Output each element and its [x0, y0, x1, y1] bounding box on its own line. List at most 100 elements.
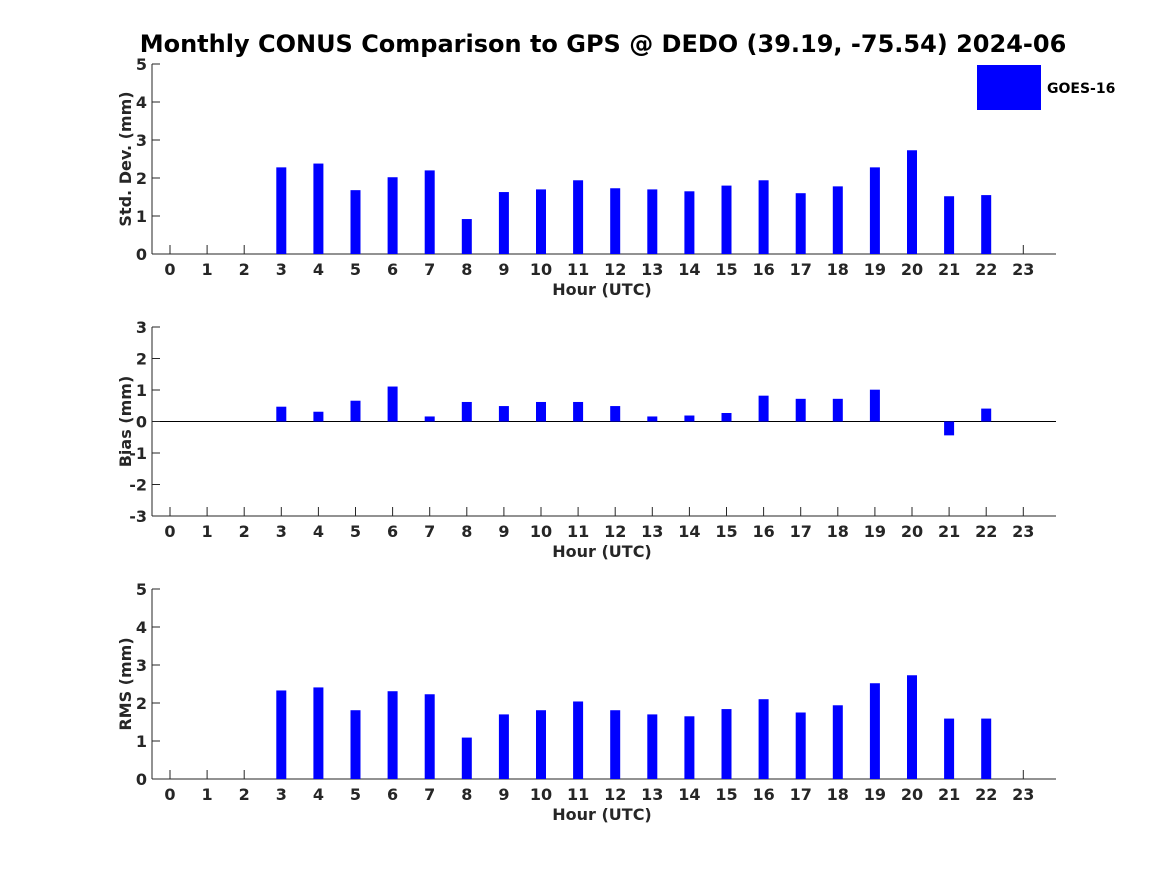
y-tick-label: 0 [136, 245, 147, 264]
x-tick-label: 7 [424, 260, 435, 279]
x-tick-label: 9 [498, 260, 509, 279]
x-tick-label: 6 [387, 260, 398, 279]
y-tick-label: 0 [136, 770, 147, 789]
x-axis-label: Hour (UTC) [552, 542, 652, 561]
y-tick-label: -3 [129, 507, 147, 526]
y-axis-label: Std. Dev. (mm) [116, 91, 135, 226]
x-tick-label: 14 [678, 522, 700, 541]
legend: GOES-16 [977, 65, 1115, 110]
x-tick-label: 4 [313, 522, 324, 541]
bar-hour-9 [498, 192, 509, 254]
y-tick-label: 3 [136, 656, 147, 675]
bar-hour-6 [387, 386, 398, 422]
bar-hour-4 [313, 687, 324, 779]
bar-hour-9 [498, 714, 509, 779]
bar-hour-5 [350, 400, 361, 422]
x-tick-label: 4 [313, 260, 324, 279]
x-tick-label: 4 [313, 785, 324, 804]
x-tick-label: 1 [202, 260, 213, 279]
bar-hour-10 [536, 710, 546, 779]
x-tick-label: 10 [530, 522, 552, 541]
x-tick-label: 3 [276, 260, 287, 279]
x-tick-label: 0 [164, 785, 175, 804]
x-tick-label: 21 [938, 522, 960, 541]
bar-hour-16 [758, 180, 769, 254]
bar-hour-17 [795, 712, 806, 779]
x-tick-label: 11 [567, 260, 589, 279]
bar-hour-19 [869, 167, 880, 254]
x-tick-label: 23 [1012, 785, 1034, 804]
x-tick-label: 0 [164, 522, 175, 541]
x-tick-label: 17 [790, 785, 812, 804]
x-tick-label: 8 [461, 785, 472, 804]
bar-hour-18 [832, 186, 843, 254]
x-tick-label: 3 [276, 785, 287, 804]
bar-hour-22 [981, 718, 992, 779]
x-tick-label: 22 [975, 522, 997, 541]
y-tick-label: 3 [136, 318, 147, 337]
x-tick-label: 1 [202, 785, 213, 804]
x-tick-label: 12 [604, 785, 626, 804]
bar-hour-18 [832, 398, 843, 422]
bar-hour-6 [387, 177, 398, 254]
x-tick-label: 17 [790, 260, 812, 279]
bar-hour-11 [573, 401, 584, 422]
y-tick-label: 4 [136, 93, 147, 112]
x-tick-label: 9 [498, 522, 509, 541]
bar-hour-22 [981, 195, 992, 254]
x-tick-label: 16 [752, 260, 774, 279]
bar-hour-13 [647, 714, 658, 779]
x-axis-label: Hour (UTC) [552, 280, 652, 299]
x-tick-label: 22 [975, 785, 997, 804]
x-tick-label: 3 [276, 522, 287, 541]
x-tick-label: 21 [938, 785, 960, 804]
x-tick-label: 15 [715, 522, 737, 541]
y-tick-label: 2 [136, 694, 147, 713]
x-tick-label: 2 [239, 260, 250, 279]
bar-hour-19 [869, 389, 880, 422]
bar-hour-8 [461, 401, 472, 422]
bar-hour-15 [721, 185, 732, 254]
x-tick-label: 7 [424, 785, 435, 804]
x-tick-label: 17 [790, 522, 812, 541]
x-tick-label: 18 [827, 260, 849, 279]
x-tick-label: 11 [567, 522, 589, 541]
bar-hour-21 [944, 421, 955, 436]
bar-hour-21 [944, 196, 955, 254]
x-tick-label: 20 [901, 522, 923, 541]
bar-hour-20 [907, 150, 917, 254]
bar-hour-7 [424, 170, 435, 254]
x-tick-label: 5 [350, 785, 361, 804]
bar-hour-11 [573, 180, 584, 254]
bar-hour-13 [647, 416, 658, 422]
y-axis-label: Bias (mm) [116, 376, 135, 468]
bar-hour-16 [758, 395, 769, 422]
x-tick-label: 13 [641, 785, 663, 804]
bar-hour-4 [313, 411, 324, 422]
y-tick-label: 4 [136, 618, 147, 637]
bar-hour-9 [498, 406, 509, 422]
bar-hour-14 [684, 191, 695, 254]
bar-hour-14 [684, 716, 695, 779]
bar-hour-21 [944, 718, 955, 779]
x-tick-label: 20 [901, 785, 923, 804]
x-tick-label: 5 [350, 260, 361, 279]
x-tick-label: 5 [350, 522, 361, 541]
bar-hour-19 [869, 683, 880, 779]
y-tick-label: -1 [129, 444, 147, 463]
bar-hour-15 [721, 412, 732, 422]
x-tick-label: 23 [1012, 260, 1034, 279]
y-tick-label: 5 [136, 55, 147, 74]
x-tick-label: 20 [901, 260, 923, 279]
x-tick-label: 8 [461, 260, 472, 279]
x-tick-label: 6 [387, 785, 398, 804]
x-tick-label: 13 [641, 260, 663, 279]
x-tick-label: 12 [604, 260, 626, 279]
x-tick-label: 9 [498, 785, 509, 804]
bar-hour-10 [536, 189, 546, 254]
bar-hour-17 [795, 398, 806, 422]
x-tick-label: 1 [202, 522, 213, 541]
